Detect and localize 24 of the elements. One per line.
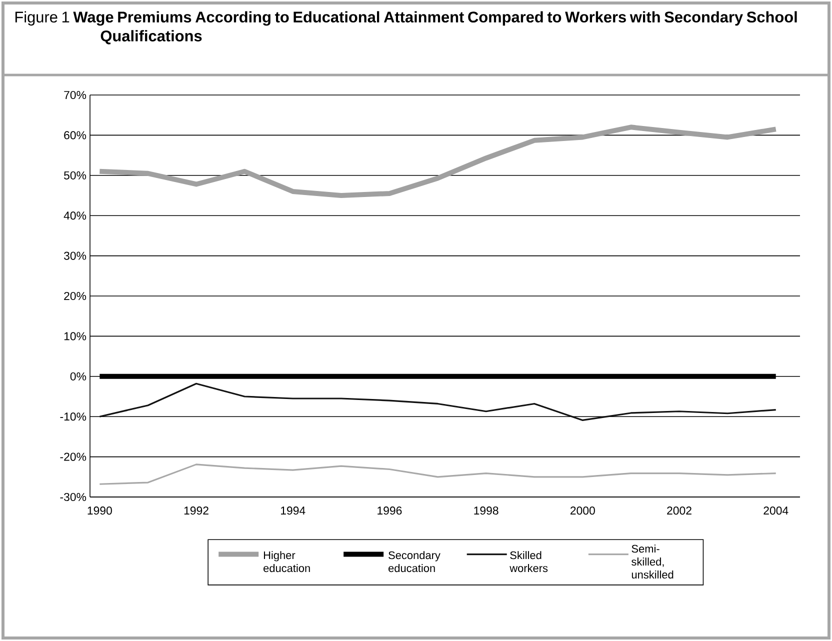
x-tick-label: 2000 <box>570 506 595 515</box>
y-tick-label: 0% <box>70 372 86 380</box>
y-tick-label: 50% <box>64 171 86 180</box>
legend-label: Semi-skilled, unskilled <box>632 544 674 579</box>
x-tick-label: 1990 <box>88 506 112 515</box>
x-tick-label: 2002 <box>667 506 692 515</box>
x-tick-label: 1994 <box>280 506 306 515</box>
x-tick-label: 1998 <box>474 506 498 515</box>
chart-title: Figure 1 Wage Premiums According to Educational Attainment Compared to Workers with Secondary School Qualifications <box>15 11 797 44</box>
y-tick-label: -20% <box>60 452 86 461</box>
legend-label: Higher education <box>264 551 310 572</box>
y-tick-label: 30% <box>64 252 86 260</box>
x-tick-label: 2004 <box>764 506 788 515</box>
y-tick-label: 60% <box>64 131 86 140</box>
y-tick-label: 70% <box>64 90 86 100</box>
x-tick-label: 1992 <box>184 506 208 515</box>
y-tick-label: -10% <box>60 412 86 421</box>
legend-label: Skilled workers <box>510 551 548 572</box>
x-tick-label: 1996 <box>378 506 402 515</box>
y-tick-label: 20% <box>64 292 86 300</box>
y-tick-label: -30% <box>60 492 86 502</box>
legend-label: Secondary education <box>388 551 440 572</box>
y-tick-label: 40% <box>64 212 86 220</box>
y-tick-label: 10% <box>64 332 86 340</box>
